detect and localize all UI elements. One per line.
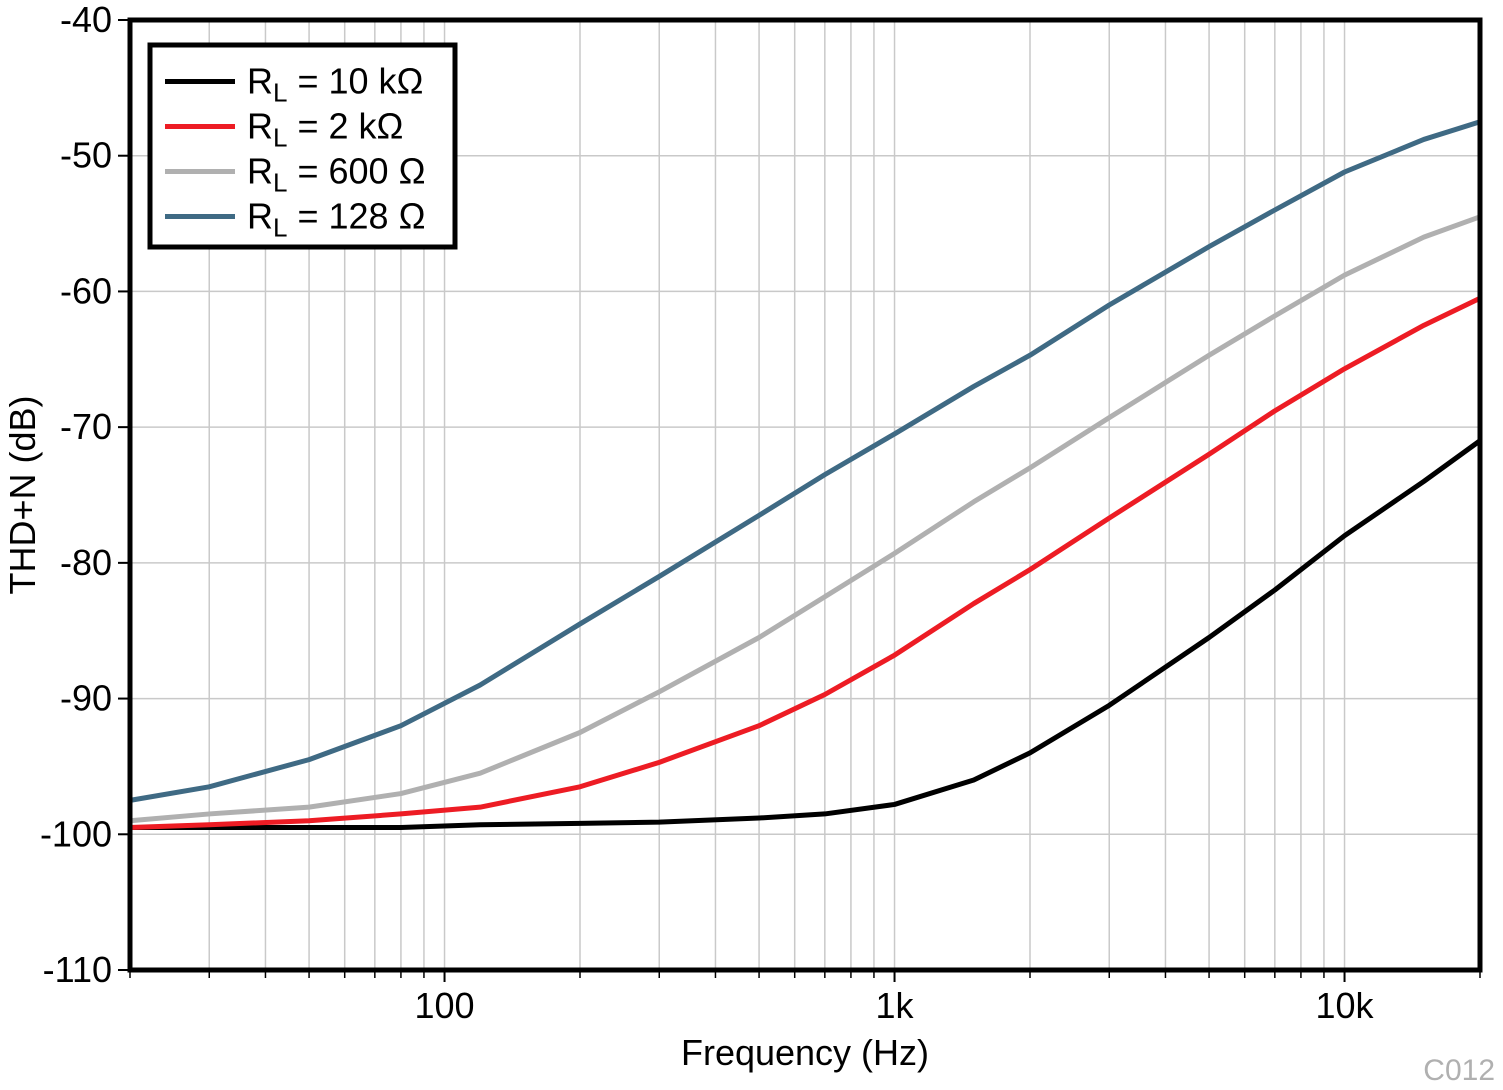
y-tick-label: -80	[60, 542, 112, 583]
x-tick-label: 100	[414, 985, 474, 1026]
y-tick-label: -100	[40, 813, 112, 854]
legend-label: RL = 2 kΩ	[247, 106, 403, 153]
thdn-chart: -110 -100 -90 -80 -70 -60 -50 -40 100 1k 10k Freque…	[0, 0, 1503, 1090]
x-tick-label: 1k	[876, 985, 915, 1026]
chart-caption: C012	[1423, 1054, 1495, 1087]
y-axis-label: THD+N (dB)	[2, 395, 43, 594]
y-tick-label: -110	[43, 949, 112, 990]
x-axis-label: Frequency (Hz)	[681, 1032, 929, 1073]
y-tick-label: -50	[60, 135, 112, 176]
y-tick-label: -70	[60, 406, 112, 447]
x-tick-label: 10k	[1316, 985, 1375, 1026]
y-tick-label: -60	[60, 270, 112, 311]
y-tick-label: -90	[60, 678, 112, 719]
y-tick-label: -40	[60, 0, 112, 40]
